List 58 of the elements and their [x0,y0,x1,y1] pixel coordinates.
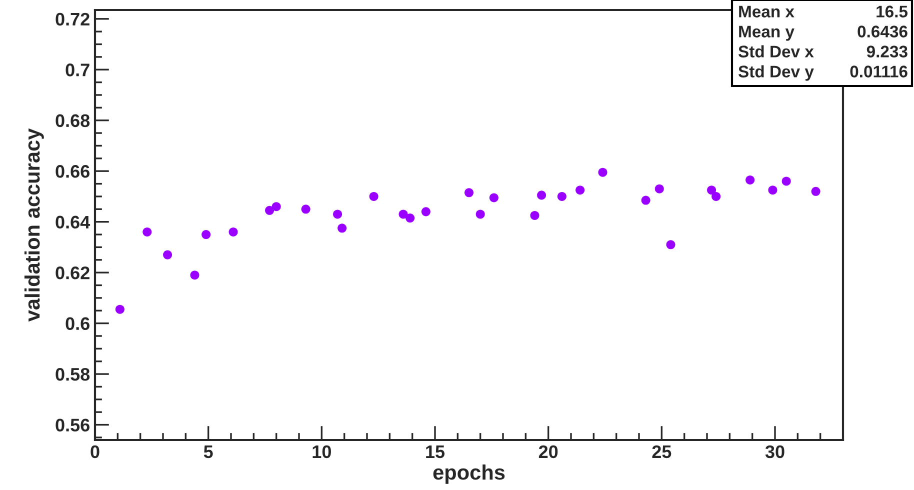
annotation: Std Dev x [738,45,814,58]
point [301,204,310,214]
point [641,196,650,205]
x-axis-title: epochs [433,464,505,484]
point [476,210,485,219]
point [421,207,430,216]
point [406,214,415,223]
point [333,210,342,219]
y-tick-label: 0.7 [66,64,90,76]
y-tick-label: 0.62 [56,266,90,280]
x-tick-label: 30 [765,445,784,458]
x-tick-label: 10 [312,445,331,458]
y-tick-label: 0.66 [56,165,90,178]
y-tick-label: 0.56 [56,418,90,432]
text: 9.233 [866,46,908,58]
point [464,188,474,198]
point [782,176,791,186]
point [142,227,152,236]
point [163,250,172,260]
point [369,192,378,201]
x-tick-label: 20 [538,445,558,458]
point [712,192,721,201]
point [489,193,498,202]
y-tick-label: 0.72 [56,12,90,26]
annotation: Mean x [739,6,794,18]
point [768,186,778,195]
point [576,186,585,195]
y-tick-label: 0.6 [66,317,90,330]
x-tick-label: 15 [426,446,445,458]
point [202,230,211,240]
point [537,190,546,200]
x-tick-label: 25 [652,445,672,458]
annotation: Mean y [739,26,794,41]
annotation: Std Dev y [738,65,814,81]
point [746,175,755,184]
x-tick-label: 5 [204,446,213,458]
point [272,202,281,212]
point [598,168,608,177]
point [530,210,540,220]
point [666,240,676,250]
point [557,192,566,201]
text: 0.6436 [858,26,908,38]
text: 16.5 [876,6,908,18]
text: 0.01116 [850,66,908,78]
point [707,186,716,195]
point [654,184,664,194]
point [115,304,124,314]
point [228,227,238,236]
y-tick-label: 0.68 [56,114,90,128]
point [338,224,347,233]
y-tick-label: 0.64 [56,216,90,229]
y-axis-title: validation accuracy [24,128,44,322]
x-tick-label: 0 [90,445,100,458]
point [811,186,820,196]
y-tick-label: 0.58 [56,368,90,381]
point [265,206,274,215]
point [398,210,408,219]
point [190,270,200,280]
